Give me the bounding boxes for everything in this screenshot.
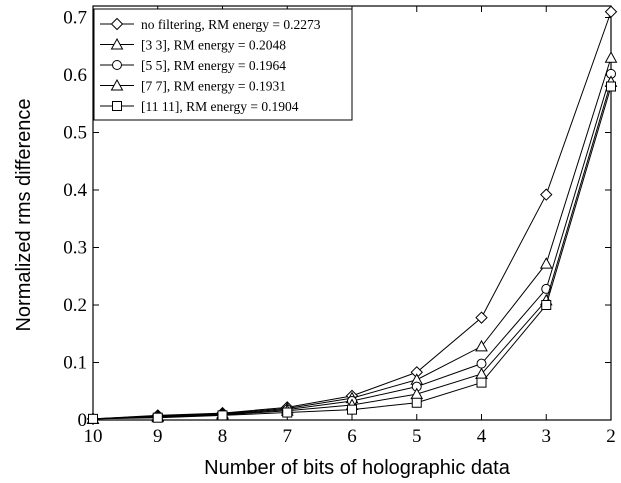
y-tick-label: 0.3 — [63, 238, 87, 259]
y-tick-label: 0.2 — [63, 295, 87, 316]
x-tick-label: 6 — [347, 426, 357, 447]
x-tick-label: 10 — [84, 426, 103, 447]
legend-box — [93, 8, 353, 121]
y-tick-label: 0 — [78, 410, 88, 431]
legend-item: no filtering, RM energy = 0.2273 — [100, 17, 321, 32]
data-point — [604, 5, 618, 18]
data-point — [476, 377, 487, 388]
legend-label: no filtering, RM energy = 0.2273 — [141, 17, 321, 32]
data-point — [475, 311, 488, 324]
legend-marker — [112, 60, 122, 70]
data-point — [411, 397, 422, 408]
series-line — [92, 81, 612, 420]
y-axis-label: Normalized rms difference — [13, 98, 35, 331]
series-line — [92, 86, 612, 420]
data-point — [606, 81, 616, 92]
x-tick-label: 9 — [153, 426, 163, 447]
legend-item: [5 5], RM energy = 0.1964 — [100, 58, 286, 73]
legend-marker — [110, 37, 124, 50]
x-tick-label: 3 — [542, 426, 552, 447]
data-point — [539, 257, 553, 269]
data-point — [88, 413, 98, 424]
data-point — [347, 404, 357, 415]
data-point — [541, 300, 552, 310]
y-tick-label: 0.4 — [63, 180, 87, 201]
data-point — [282, 407, 293, 418]
x-tick-label: 5 — [412, 426, 422, 447]
legend-label: [3 3], RM energy = 0.2048 — [141, 38, 286, 53]
series-5 — [88, 81, 616, 424]
legend-label: [7 7], RM energy = 0.1931 — [141, 79, 286, 94]
data-point — [476, 358, 487, 369]
data-point — [152, 412, 163, 423]
x-tick-label: 7 — [283, 426, 293, 447]
series-3 — [88, 68, 616, 424]
legend-marker — [112, 101, 122, 111]
x-tick-label: 4 — [477, 426, 487, 447]
legend-marker — [110, 17, 124, 31]
data-point — [475, 339, 488, 352]
y-tick-label: 0.1 — [63, 353, 87, 374]
data-point — [217, 410, 228, 421]
x-tick-label: 2 — [606, 426, 616, 447]
y-tick-label: 0.6 — [63, 65, 87, 86]
series-lines — [86, 5, 618, 426]
legend-marker — [110, 78, 124, 91]
y-tick-label: 0.7 — [63, 8, 87, 29]
x-axis-label: Number of bits of holographic data — [204, 457, 511, 479]
legend: no filtering, RM energy = 0.2273 [3 3], R… — [93, 8, 353, 121]
x-tick-label: 8 — [218, 426, 228, 447]
series-4 — [86, 75, 618, 424]
data-point — [540, 188, 553, 201]
legend-item: [7 7], RM energy = 0.1931 — [100, 79, 286, 94]
legend-label: [5 5], RM energy = 0.1964 — [141, 58, 286, 73]
legend-label: [11 11], RM energy = 0.1904 — [141, 99, 299, 114]
legend-item: [3 3], RM energy = 0.2048 — [100, 38, 286, 53]
series-line — [92, 73, 612, 420]
data-point — [604, 51, 618, 63]
data-point — [410, 387, 424, 400]
legend-item: [11 11], RM energy = 0.1904 — [100, 99, 299, 114]
y-tick-label: 0.5 — [63, 123, 87, 144]
